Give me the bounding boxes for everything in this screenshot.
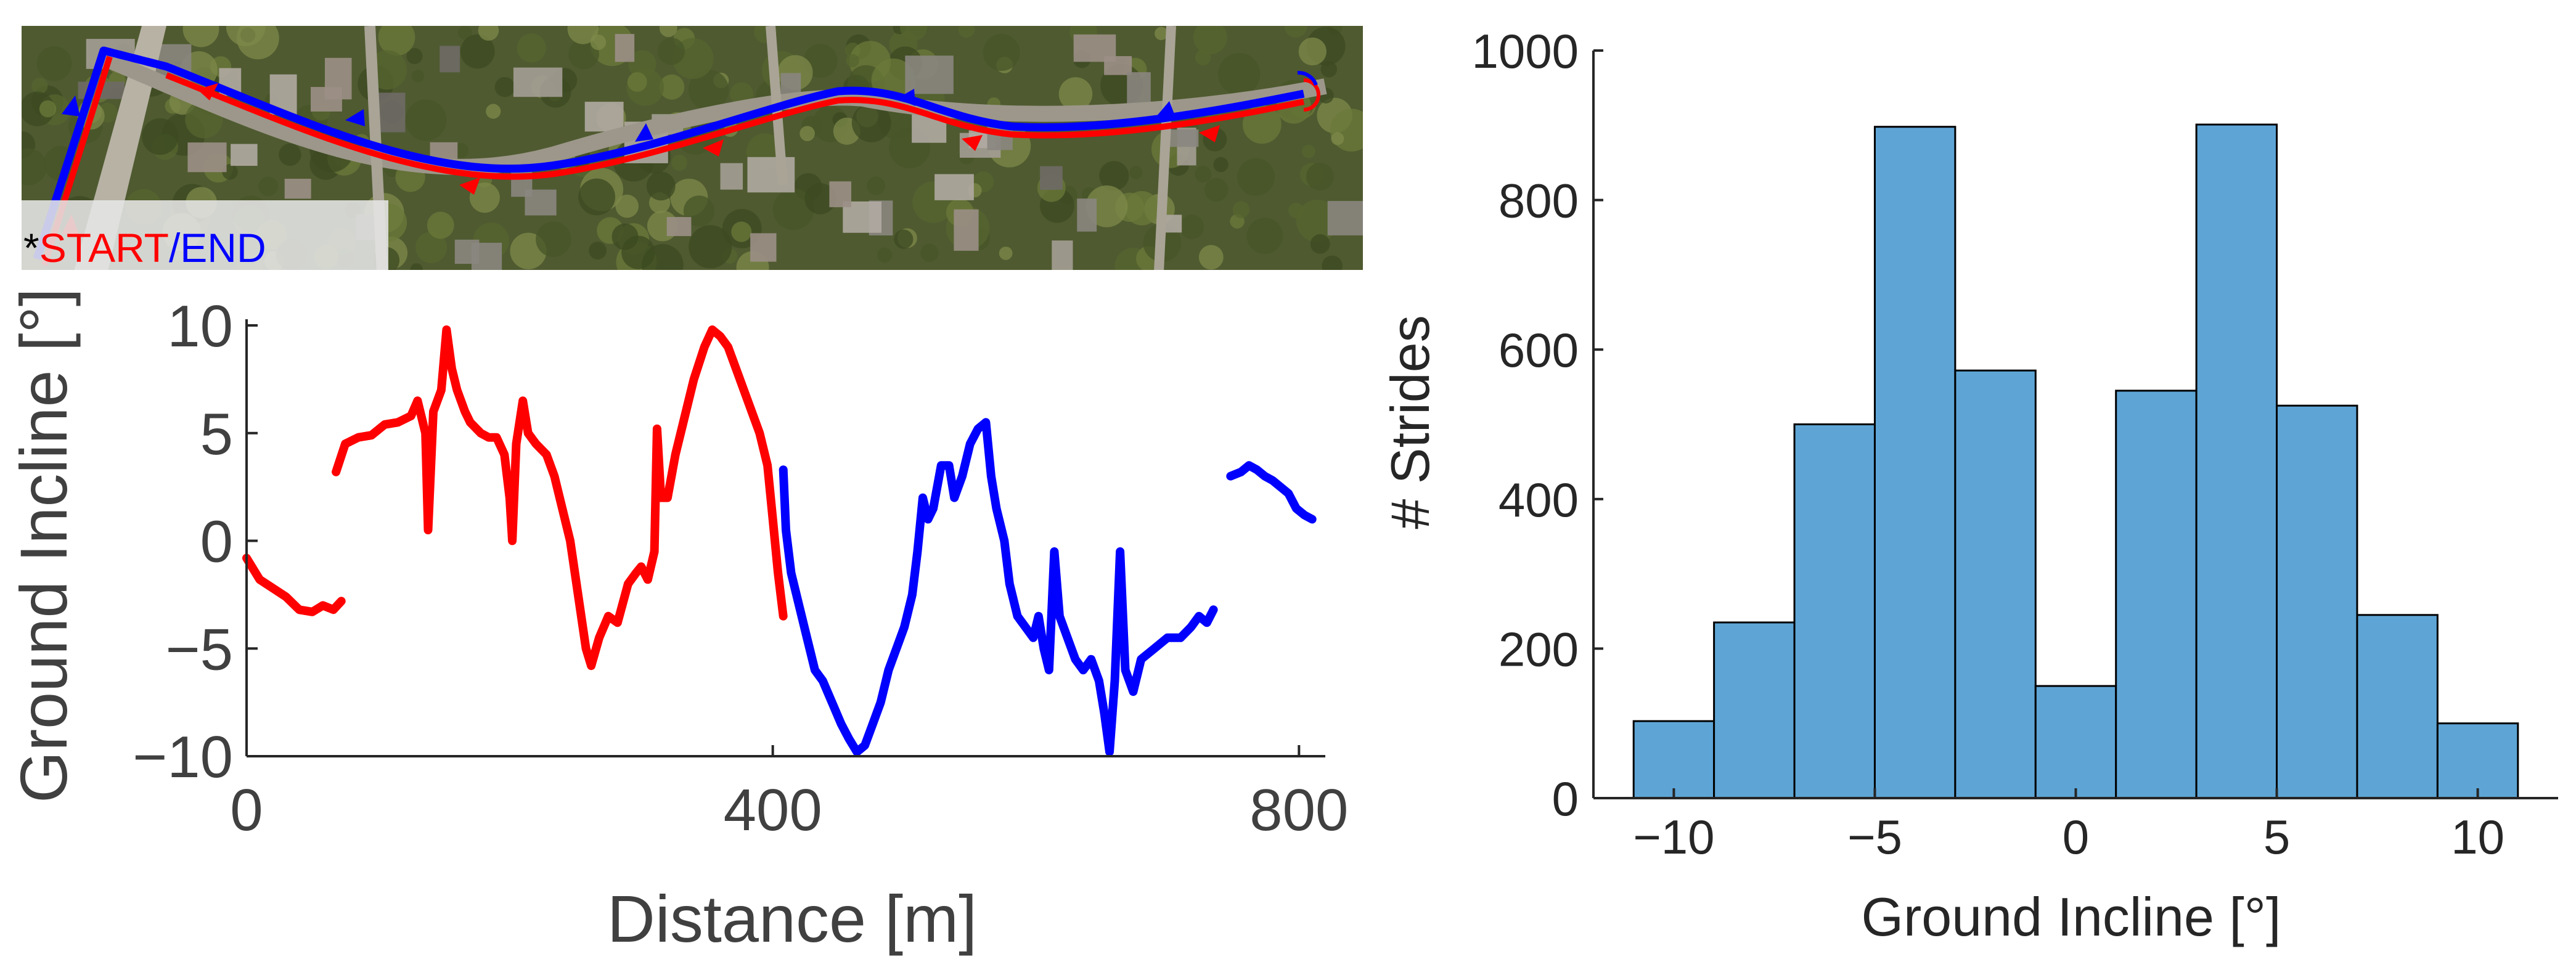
line-series-outbound-segment-1 [332,325,788,671]
incline-series [242,325,1317,756]
line-chart-xtick-label: 400 [724,777,822,843]
histogram-bar [1713,621,1796,799]
histogram-bar [1954,369,2037,799]
line-chart-ytick-label: 5 [200,401,233,467]
turnaround-icon [1297,70,1320,112]
return-route-dashed-gap [102,46,168,71]
histogram-bar [2356,614,2439,799]
histogram-bar [1793,423,1876,799]
histogram-bar [2034,685,2117,799]
line-chart-xtick-label: 0 [230,777,263,843]
histogram-ytick-label: 800 [1499,174,1579,228]
incline-histogram-chart: 0 200 400 600 800 1000 −10 −5 0 5 10 Ground Inclin… [1380,24,2558,947]
line-chart-ylabel: Ground Incline [°] [6,288,81,803]
histogram-xtick-label: −5 [1847,810,1902,864]
line-chart-xlabel: Distance [m] [607,881,977,956]
histogram-ytick-label: 200 [1499,622,1579,676]
histogram-axes: 0 200 400 600 800 1000 −10 −5 0 5 10 [1471,24,2558,864]
road [101,51,1327,175]
histogram-ytick-label: 1000 [1471,24,1579,78]
line-chart-ytick-label: 10 [167,293,233,359]
histogram-ytick-label: 400 [1499,473,1579,527]
histogram-bar [2195,123,2278,799]
line-series-return-segment-0 [779,418,1218,756]
line-chart-ytick-label: 0 [200,509,233,575]
histogram-ytick-label: 600 [1499,323,1579,377]
road [1154,26,1176,270]
histogram-bars [1632,123,2519,799]
start-end-label-box [22,200,388,270]
incline-vs-distance-chart: −10 −5 0 5 10 0 400 800 Distance [m] Ground Inc… [6,288,1348,956]
histogram-ytick-label: 0 [1552,772,1579,826]
aerial-route-map: *START/END [22,26,1363,271]
histogram-bar [2115,390,2198,799]
histogram-xtick-label: −10 [1633,810,1714,864]
histogram-xtick-label: 0 [2063,810,2089,864]
histogram-bar [2276,404,2358,799]
histogram-ylabel: # Strides [1380,315,1441,529]
histogram-bar [1632,720,1715,799]
line-series-return-segment-1 [1226,461,1317,524]
start-end-label: *START/END [23,225,266,271]
histogram-xtick-label: 5 [2263,810,2290,864]
line-chart-ytick-label: −5 [166,616,233,682]
histogram-bar [2436,722,2519,799]
histogram-bar [1873,126,1957,799]
histogram-xtick-label: 10 [2451,810,2504,864]
histogram-xlabel: Ground Incline [°] [1862,886,2281,947]
return-route [33,46,1305,260]
line-chart-ytick-label: −10 [133,724,233,790]
line-chart-axes: −10 −5 0 5 10 0 400 800 [133,293,1348,843]
line-series-outbound-segment-0 [242,553,346,616]
line-chart-xtick-label: 800 [1249,777,1348,843]
